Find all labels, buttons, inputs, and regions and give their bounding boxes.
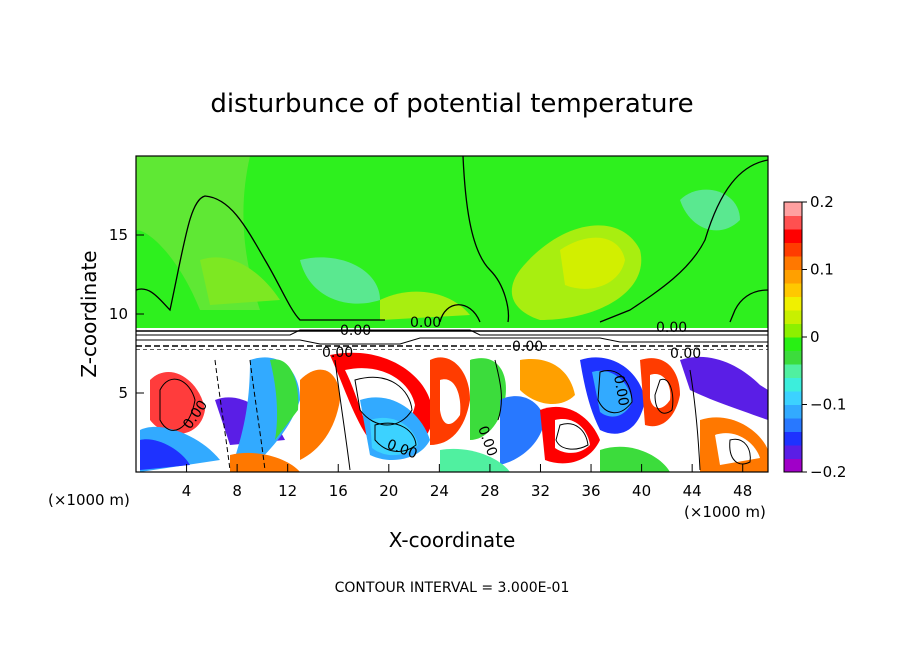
contour-lines-lower bbox=[159, 359, 751, 471]
colorbar-swatch bbox=[784, 215, 802, 230]
colorbar-swatch bbox=[784, 458, 802, 473]
colorbar-swatch bbox=[784, 229, 802, 243]
colorbar-swatch bbox=[784, 404, 802, 419]
x-tick-label: 28 bbox=[480, 482, 499, 500]
colorbar-swatch bbox=[784, 431, 802, 446]
x-tick-label: 12 bbox=[278, 482, 297, 500]
x-tick-label: 40 bbox=[632, 482, 651, 500]
colorbar-swatch bbox=[784, 337, 802, 351]
colorbar-tick-label: −0.1 bbox=[810, 396, 846, 414]
field-patch bbox=[560, 237, 625, 289]
field-patch bbox=[200, 257, 280, 305]
colorbar-swatch bbox=[784, 323, 802, 338]
y-axis: 5 10 15 bbox=[109, 226, 144, 402]
contour-lines bbox=[136, 156, 768, 323]
field-patch bbox=[300, 257, 380, 304]
contour-label: 0.00 bbox=[512, 339, 543, 355]
colorbar bbox=[783, 201, 803, 473]
chart-title: disturbunce of potential temperature bbox=[210, 89, 693, 119]
y-tick-label: 5 bbox=[118, 384, 128, 402]
field-patch bbox=[380, 291, 470, 320]
x-unit-left: (×1000 m) bbox=[48, 491, 130, 509]
y-axis-label: Z-coordinate bbox=[77, 250, 101, 377]
x-tick-label: 36 bbox=[581, 482, 600, 500]
x-tick-label: 20 bbox=[379, 482, 398, 500]
colorbar-swatch bbox=[784, 310, 802, 324]
x-tick-label: 48 bbox=[733, 482, 752, 500]
x-tick-label: 44 bbox=[683, 482, 702, 500]
colorbar-swatch bbox=[784, 445, 802, 459]
colorbar-swatch bbox=[784, 283, 802, 297]
plot-area bbox=[136, 156, 768, 472]
colorbar-swatch bbox=[784, 418, 802, 432]
contour-label: 0.00 bbox=[410, 315, 441, 331]
x-axis-label: X-coordinate bbox=[389, 528, 516, 552]
contour-label: 0.00 bbox=[670, 346, 701, 362]
x-tick-label: 4 bbox=[182, 482, 192, 500]
contour-label: 0.00 bbox=[610, 374, 631, 407]
field-patch bbox=[680, 189, 740, 231]
contour-label: 0.00 bbox=[656, 320, 687, 336]
colorbar-tick-label: 0.1 bbox=[810, 261, 834, 279]
colorbar-swatch bbox=[784, 377, 802, 392]
y-tick-label: 10 bbox=[109, 305, 128, 323]
colorbar-tick-label: −0.2 bbox=[810, 463, 846, 481]
x-unit-right: (×1000 m) bbox=[684, 503, 766, 521]
colorbar-swatch bbox=[784, 242, 802, 257]
colorbar-swatch bbox=[784, 202, 802, 216]
colorbar-tick-label: 0.2 bbox=[810, 193, 834, 211]
contour-label: 0.00 bbox=[322, 345, 353, 361]
colorbar-swatch bbox=[784, 391, 802, 405]
x-tick-label: 24 bbox=[430, 482, 449, 500]
colorbar-swatch bbox=[784, 256, 802, 270]
x-tick-label: 32 bbox=[531, 482, 550, 500]
x-axis: 4 8 12 16 20 24 28 32 36 40 44 48 bbox=[182, 464, 752, 500]
colorbar-swatch bbox=[784, 269, 802, 284]
colorbar-swatch bbox=[784, 364, 802, 378]
x-tick-label: 8 bbox=[232, 482, 242, 500]
colorbar-tick-label: 0 bbox=[810, 328, 820, 346]
contour-interval: CONTOUR INTERVAL = 3.000E-01 bbox=[335, 580, 570, 596]
colorbar-swatch bbox=[784, 350, 802, 365]
contour-label: 0.00 bbox=[340, 323, 371, 339]
colorbar-swatch bbox=[784, 296, 802, 311]
y-tick-label: 15 bbox=[109, 226, 128, 244]
colorbar-ticks: 0.2 0.1 0 −0.1 −0.2 bbox=[802, 193, 846, 481]
x-tick-label: 16 bbox=[329, 482, 348, 500]
